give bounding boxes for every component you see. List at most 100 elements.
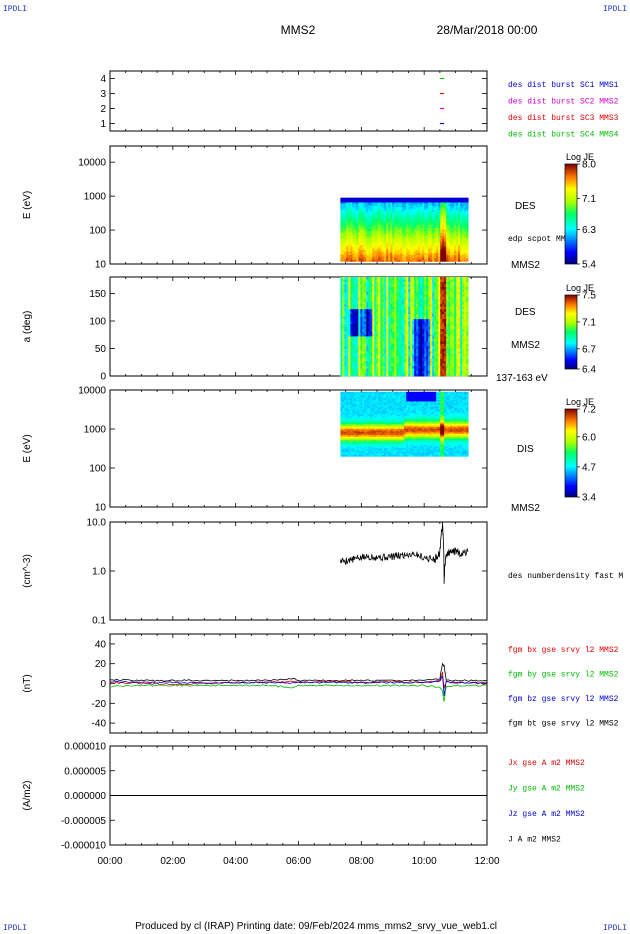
spectro-cell (364, 353, 367, 357)
spectro-cell (420, 296, 423, 300)
spectro-cell (388, 219, 391, 222)
spectro-cell (342, 250, 345, 253)
spectro-cell (432, 221, 435, 224)
spectro-cell (348, 219, 351, 222)
spectro-cell (432, 235, 435, 238)
spectro-cell (374, 311, 377, 315)
spectro-cell (400, 371, 403, 374)
spectro-cell (406, 311, 409, 315)
spectro-cell (460, 239, 463, 242)
spectro-cell (442, 218, 445, 221)
spectro-cell (350, 301, 353, 305)
spectro-cell (448, 326, 451, 330)
spectro-cell (436, 299, 439, 303)
spectro-cell (368, 358, 371, 362)
spectro-cell (416, 258, 419, 261)
spectro-cell (380, 215, 383, 218)
spectro-cell (418, 371, 421, 374)
spectro-cell (394, 254, 397, 257)
spectro-cell (428, 253, 431, 256)
spectro-cell (416, 213, 419, 216)
spectro-cell (370, 351, 373, 355)
spectro-cell (432, 213, 435, 216)
spectro-cell (452, 253, 455, 256)
spectro-cell (436, 199, 439, 202)
spectro-cell (358, 353, 361, 357)
spectro-cell (362, 235, 365, 238)
spectro-cell (346, 346, 349, 350)
spectro-cell (462, 239, 465, 242)
spectro-cell (372, 202, 375, 205)
spectro-cell (388, 199, 391, 202)
spectro-cell (390, 253, 393, 256)
spectro-cell (388, 208, 391, 211)
spectro-cell (438, 324, 441, 327)
spectro-cell (420, 373, 423, 377)
spectro-cell (410, 351, 413, 355)
spectro-cell (422, 341, 425, 345)
spectro-cell (346, 254, 349, 257)
spectro-cell (370, 366, 373, 369)
spectro-cell (448, 301, 451, 305)
spectro-cell (466, 245, 469, 248)
spectro-cell (466, 227, 469, 230)
spectro-cell (402, 226, 405, 229)
spectro-cell (408, 204, 411, 207)
spectro-cell (348, 226, 351, 229)
spectro-cell (364, 277, 367, 280)
spectro-cell (388, 373, 391, 377)
spectro-cell (432, 234, 435, 237)
spectro-cell (382, 348, 385, 352)
spectro-cell (428, 227, 431, 230)
spectro-cell (428, 373, 431, 377)
spectro-cell (462, 254, 465, 257)
spectro-cell (386, 358, 389, 362)
spectro-cell (420, 245, 423, 248)
spectro-cell (442, 204, 445, 207)
spectro-cell (416, 289, 419, 293)
spectro-cell (458, 199, 461, 202)
spectro-cell (466, 243, 469, 246)
spectro-cell (388, 314, 391, 317)
spectro-cell (446, 259, 449, 262)
spectro-cell (408, 210, 411, 213)
spectro-cell (454, 221, 457, 224)
spectro-cell (362, 279, 365, 283)
spectro-cell (424, 259, 427, 262)
spectro-cell (412, 211, 415, 214)
spectro-cell (416, 279, 419, 283)
spectro-cell (454, 207, 457, 210)
spectro-cell (360, 309, 363, 313)
spectro-cell (446, 218, 449, 221)
spectro-cell (404, 279, 407, 283)
spectro-cell (358, 237, 361, 240)
spectro-cell (442, 286, 445, 290)
spectro-cell (376, 358, 379, 362)
spectro-cell (340, 356, 343, 360)
spectro-cell (428, 254, 431, 257)
spectro-cell (438, 316, 441, 320)
spectro-cell (436, 213, 439, 216)
spectro-cell (426, 316, 429, 320)
spectro-cell (340, 333, 343, 337)
spectro-cell (382, 289, 385, 293)
spectro-cell (394, 240, 397, 243)
spectro-cell (372, 341, 375, 345)
spectro-cell (426, 239, 429, 242)
spectro-cell (414, 213, 417, 216)
spectro-cell (420, 239, 423, 242)
spectro-cell (374, 210, 377, 213)
spectro-cell (462, 234, 465, 237)
spectro-cell (462, 205, 465, 208)
spectro-cell (406, 341, 409, 345)
spectro-cell (418, 207, 421, 210)
spectro-cell (364, 351, 367, 355)
spectro-cell (410, 286, 413, 290)
spectro-cell (450, 205, 453, 208)
spectro-cell (364, 328, 367, 332)
spectro-cell (378, 245, 381, 248)
spectro-cell (416, 304, 419, 308)
spectro-cell (408, 258, 411, 261)
spectro-cell (374, 279, 377, 283)
spectro-cell (374, 309, 377, 313)
